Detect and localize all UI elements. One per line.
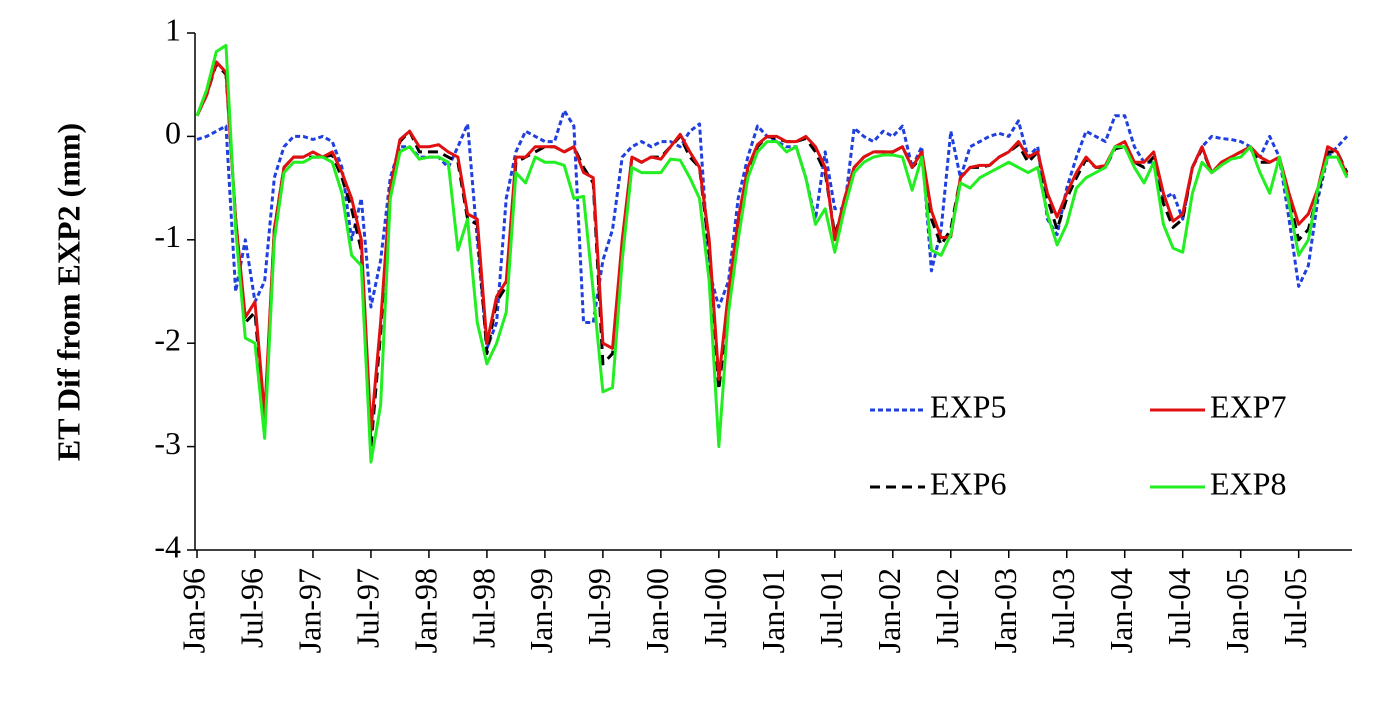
x-tick-label: Jan-02 bbox=[871, 568, 907, 653]
x-tick-label: Jul-01 bbox=[813, 568, 849, 648]
y-tick-label: -3 bbox=[154, 425, 181, 461]
x-tick-label: Jul-02 bbox=[929, 568, 965, 648]
series-line bbox=[196, 109, 1349, 350]
series-line bbox=[195, 60, 1349, 433]
x-tick-label: Jul-98 bbox=[465, 568, 501, 648]
y-tick-label: -4 bbox=[154, 528, 181, 564]
y-tick-label: 0 bbox=[165, 115, 181, 151]
x-tick-label: Jan-04 bbox=[1103, 568, 1139, 653]
x-tick-label: Jul-00 bbox=[697, 568, 733, 648]
x-tick-label: Jan-98 bbox=[407, 568, 443, 653]
y-tick-label: -1 bbox=[154, 218, 181, 254]
x-tick-label: Jan-97 bbox=[291, 568, 327, 653]
y-axis-title: ET Dif from EXP2 (mm) bbox=[50, 123, 86, 461]
x-tick-label: Jan-96 bbox=[175, 568, 211, 653]
x-tick-label: Jan-99 bbox=[523, 568, 559, 653]
x-tick-label: Jan-01 bbox=[755, 568, 791, 653]
legend-label: EXP7 bbox=[1210, 388, 1286, 424]
x-tick-label: Jan-00 bbox=[639, 568, 675, 653]
x-tick-label: Jan-05 bbox=[1219, 568, 1255, 653]
legend-label: EXP6 bbox=[930, 465, 1006, 501]
x-tick-label: Jul-04 bbox=[1161, 568, 1197, 648]
y-tick-label: -2 bbox=[154, 322, 181, 358]
legend-label: EXP8 bbox=[1210, 465, 1286, 501]
x-tick-label: Jul-05 bbox=[1277, 568, 1313, 648]
x-tick-label: Jul-03 bbox=[1045, 568, 1081, 648]
y-tick-label: 1 bbox=[165, 11, 181, 47]
x-tick-label: Jan-03 bbox=[987, 568, 1023, 653]
x-tick-label: Jul-99 bbox=[581, 568, 617, 648]
x-tick-label: Jul-96 bbox=[233, 568, 269, 648]
legend-label: EXP5 bbox=[930, 388, 1006, 424]
series-line bbox=[195, 43, 1349, 464]
x-tick-label: Jul-97 bbox=[349, 568, 385, 648]
